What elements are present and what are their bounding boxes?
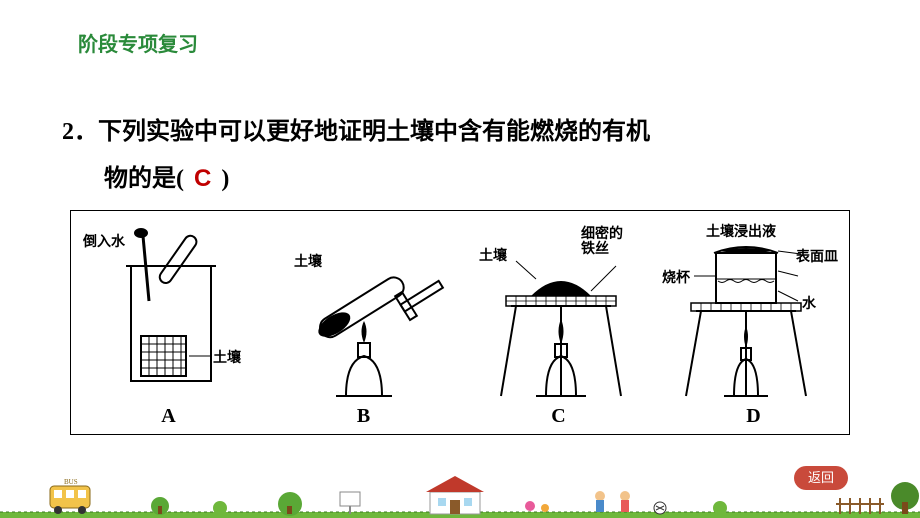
- label-C-wire: 细密的铁丝: [581, 227, 623, 258]
- diagram-C-label: C: [551, 405, 565, 428]
- diagram-D-label: D: [746, 405, 760, 428]
- diagram-A: 倒入水 土壤 A: [71, 211, 266, 434]
- section-header: 阶段专项复习: [78, 28, 198, 57]
- back-button[interactable]: 返回: [794, 466, 848, 490]
- label-D-beaker: 烧杯: [662, 267, 690, 287]
- diagram-D-svg: [656, 211, 851, 436]
- diagram-row: 倒入水 土壤 A 土壤 B: [70, 210, 850, 435]
- label-A-soil: 土壤: [213, 347, 241, 367]
- answer-letter: C: [190, 165, 215, 192]
- question-line-2: 物的是( C ): [104, 156, 862, 203]
- question-text-2b: ): [221, 166, 229, 192]
- label-pour-water: 倒入水: [83, 231, 125, 251]
- label-D-extract: 土壤浸出液: [706, 221, 776, 241]
- diagram-A-label: A: [161, 405, 175, 428]
- svg-text:BUS: BUS: [64, 478, 78, 486]
- question-text-2a: 物的是(: [104, 166, 184, 192]
- label-B-soil: 土壤: [294, 251, 322, 271]
- diagram-B-svg: [266, 211, 461, 436]
- diagram-D: 土壤浸出液 表面皿 烧杯 水 D: [656, 211, 851, 434]
- diagram-B-label: B: [357, 405, 370, 428]
- label-D-water: 水: [802, 293, 816, 313]
- footer-decoration: BUS: [0, 468, 920, 518]
- question-number: 2．: [62, 119, 98, 145]
- question-block: 2．下列实验中可以更好地证明土壤中含有能燃烧的有机 物的是( C ): [62, 110, 862, 202]
- diagram-B: 土壤 B: [266, 211, 461, 434]
- label-C-soil: 土壤: [479, 245, 507, 265]
- label-D-dish: 表面皿: [796, 246, 838, 266]
- diagram-C: 土壤 细密的铁丝 C: [461, 211, 656, 434]
- question-text-1: 下列实验中可以更好地证明土壤中含有能燃烧的有机: [98, 119, 650, 145]
- question-line-1: 2．下列实验中可以更好地证明土壤中含有能燃烧的有机: [62, 110, 862, 156]
